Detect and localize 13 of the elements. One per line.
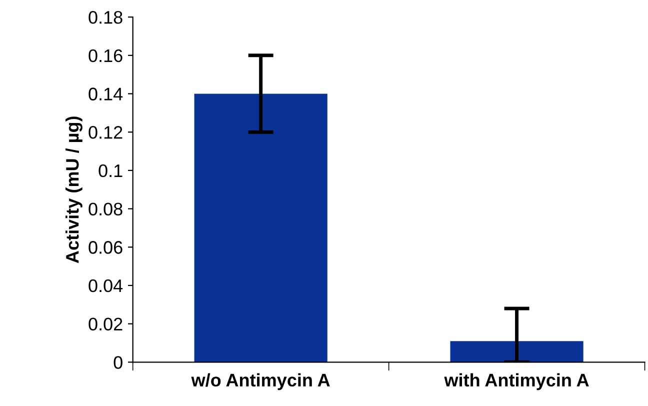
y-tick-label: 0.08	[88, 202, 122, 216]
y-tick-label: 0.06	[88, 241, 122, 254]
y-tick-label: 0.18	[88, 10, 122, 24]
y-tick-label: 0.16	[88, 49, 122, 62]
y-tick-label: 0.14	[88, 88, 123, 100]
y-tick-label: 0.1	[98, 164, 122, 178]
y-axis-title: Activity (mU / µg)	[66, 116, 82, 264]
x-tick-label: with Antimycin A	[444, 373, 589, 390]
x-tick-label: w/o Antimycin A	[191, 373, 330, 390]
y-tick-label: 0.04	[88, 279, 123, 292]
y-tick-label: 0	[114, 356, 122, 369]
y-tick-label: 0.12	[88, 126, 122, 139]
y-tick-label: 0.02	[88, 318, 122, 331]
